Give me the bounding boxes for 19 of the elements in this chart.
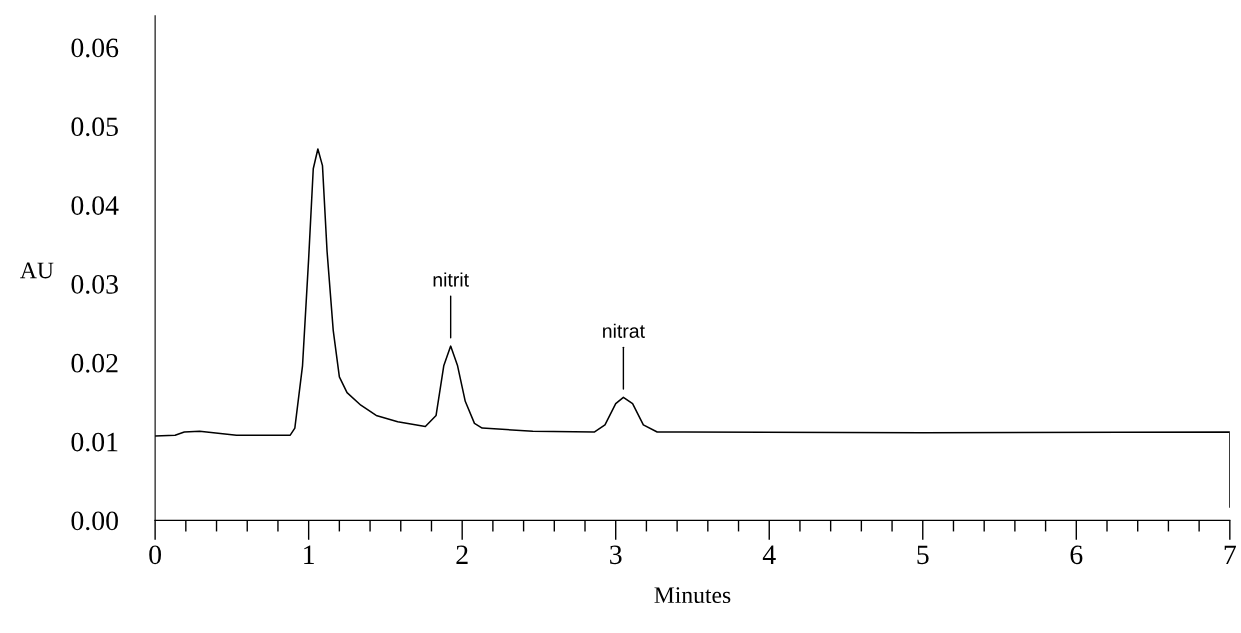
y-tick-label: 0.06 xyxy=(71,38,119,58)
x-tick-label: 5 xyxy=(917,545,929,565)
y-tick-label: 0.02 xyxy=(71,353,118,373)
x-tick-label: 1 xyxy=(304,545,314,564)
annotation: nitrat xyxy=(603,323,645,338)
x-tick-label: 3 xyxy=(610,545,622,565)
y-axis-title: AU xyxy=(20,262,54,279)
x-tick-label: 0 xyxy=(149,545,162,565)
y-tick-label: 0.04 xyxy=(71,196,119,216)
annotation: nitrit xyxy=(433,272,469,287)
y-tick-label: 0.05 xyxy=(71,117,118,137)
x-axis-title: Minutes xyxy=(654,587,731,604)
x-tick-label: 2 xyxy=(456,545,468,564)
x-tick-label: 4 xyxy=(762,545,776,564)
x-tick-label: 7 xyxy=(1224,545,1236,564)
y-tick-label: 0.03 xyxy=(71,275,118,294)
y-tick-label: 0.00 xyxy=(71,511,118,531)
y-tick-label: 0.01 xyxy=(71,432,118,452)
x-tick-label: 6 xyxy=(1070,545,1083,565)
